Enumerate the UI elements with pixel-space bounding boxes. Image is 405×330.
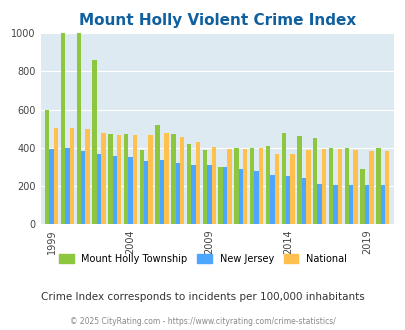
Bar xyxy=(227,149,231,224)
Bar xyxy=(243,149,247,224)
Bar xyxy=(364,185,368,224)
Bar xyxy=(207,165,211,224)
Bar xyxy=(379,185,384,224)
Bar xyxy=(321,149,326,224)
Bar xyxy=(69,128,74,224)
Bar xyxy=(124,134,128,224)
Bar xyxy=(234,148,238,224)
Bar xyxy=(301,179,305,224)
Bar xyxy=(155,125,160,224)
Bar xyxy=(160,160,164,224)
Bar xyxy=(218,167,222,224)
Bar xyxy=(108,134,112,224)
Bar xyxy=(164,134,168,224)
Bar xyxy=(81,151,85,224)
Bar xyxy=(92,60,96,224)
Bar xyxy=(270,175,274,224)
Bar xyxy=(171,134,175,224)
Bar xyxy=(258,148,262,224)
Bar xyxy=(360,169,364,224)
Text: © 2025 CityRating.com - https://www.cityrating.com/crime-statistics/: © 2025 CityRating.com - https://www.city… xyxy=(70,317,335,326)
Bar xyxy=(191,165,195,224)
Bar xyxy=(333,185,337,224)
Bar xyxy=(337,149,341,224)
Bar xyxy=(186,144,191,224)
Bar xyxy=(353,150,357,224)
Bar xyxy=(348,185,353,224)
Bar xyxy=(65,148,69,224)
Bar xyxy=(375,148,379,224)
Bar xyxy=(85,129,90,224)
Bar xyxy=(328,148,333,224)
Bar xyxy=(211,147,215,224)
Legend: Mount Holly Township, New Jersey, National: Mount Holly Township, New Jersey, Nation… xyxy=(55,249,350,267)
Bar xyxy=(117,135,121,224)
Bar xyxy=(317,184,321,224)
Bar xyxy=(265,146,270,224)
Bar xyxy=(249,148,254,224)
Bar xyxy=(384,151,388,224)
Bar xyxy=(296,136,301,224)
Bar xyxy=(139,150,144,224)
Bar xyxy=(202,150,207,224)
Bar xyxy=(112,156,117,224)
Bar xyxy=(254,171,258,224)
Bar xyxy=(77,33,81,224)
Bar xyxy=(61,33,65,224)
Text: Crime Index corresponds to incidents per 100,000 inhabitants: Crime Index corresponds to incidents per… xyxy=(41,292,364,302)
Bar xyxy=(195,142,200,224)
Bar xyxy=(312,138,317,224)
Bar xyxy=(285,176,290,224)
Bar xyxy=(144,161,148,224)
Bar xyxy=(305,150,310,224)
Bar xyxy=(274,153,278,224)
Bar xyxy=(222,167,227,224)
Bar xyxy=(96,153,101,224)
Bar xyxy=(238,169,243,224)
Title: Mount Holly Violent Crime Index: Mount Holly Violent Crime Index xyxy=(79,13,355,28)
Bar xyxy=(101,133,105,224)
Bar xyxy=(344,148,348,224)
Bar xyxy=(179,137,184,224)
Bar xyxy=(132,135,137,224)
Bar xyxy=(368,151,373,224)
Bar xyxy=(49,149,54,224)
Bar xyxy=(175,163,179,224)
Bar xyxy=(290,153,294,224)
Bar xyxy=(45,110,49,224)
Bar xyxy=(54,128,58,224)
Bar xyxy=(281,133,285,224)
Bar xyxy=(148,135,153,224)
Bar xyxy=(128,157,132,224)
